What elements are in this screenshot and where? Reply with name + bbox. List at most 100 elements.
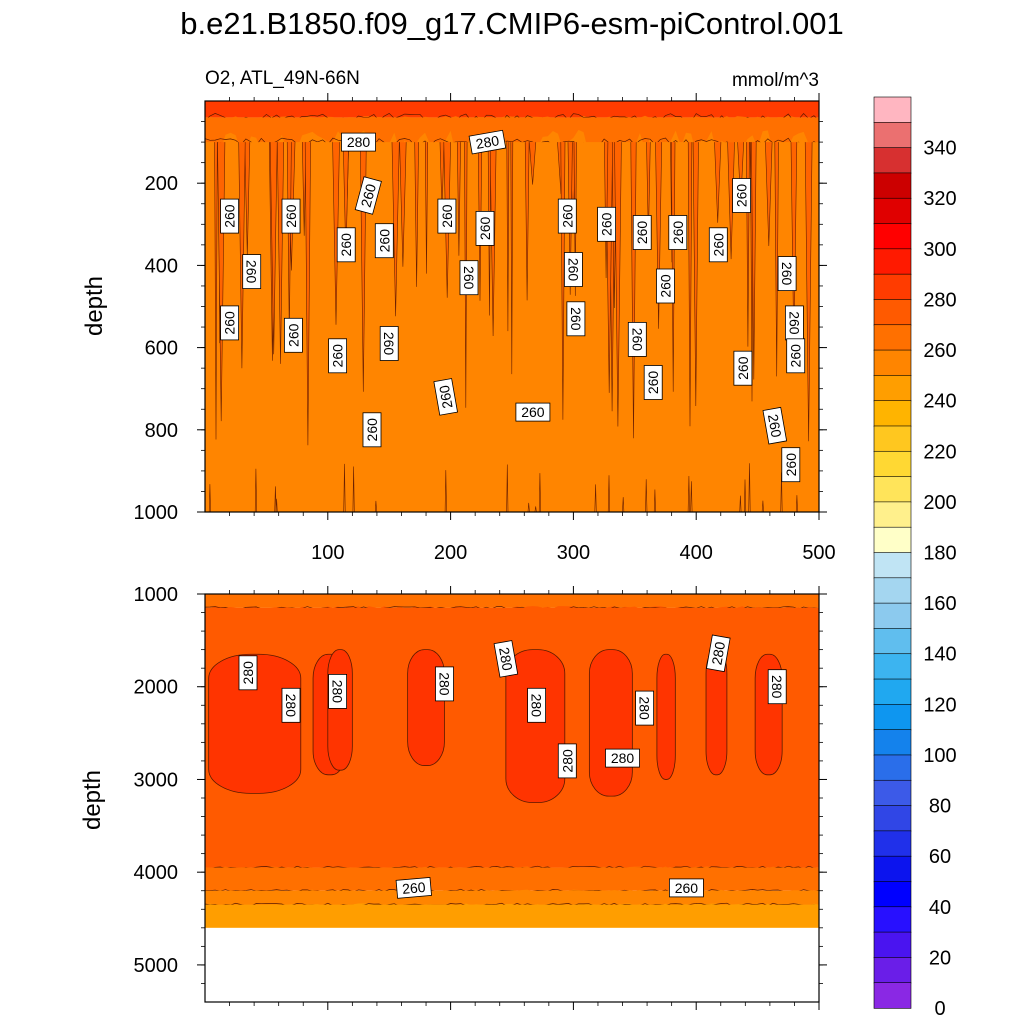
- colorbar-label: 140: [923, 644, 956, 666]
- x-tick-label: 500: [802, 542, 835, 564]
- contour-label-text: 280: [240, 661, 256, 685]
- y-tick-label: 5000: [134, 955, 179, 977]
- colorbar-swatch: [873, 349, 912, 377]
- contour-label: 260: [242, 254, 262, 290]
- contour-streak: [714, 142, 722, 223]
- field-band: [205, 594, 819, 608]
- colorbar-label: 60: [929, 846, 951, 868]
- contour-label: 260: [632, 215, 652, 250]
- contour-label-text: 260: [786, 311, 802, 335]
- contour-streak: [524, 142, 530, 301]
- contour-streak: [687, 142, 693, 427]
- colorbar-label: 20: [929, 947, 951, 969]
- x-tick-label: 400: [680, 542, 713, 564]
- contour-label-text: 280: [437, 672, 453, 696]
- contour-streak: [374, 500, 377, 512]
- colorbar-label: 200: [923, 492, 956, 514]
- contour-streak: [622, 497, 625, 512]
- colorbar-label: 280: [923, 289, 956, 311]
- lower-axis-ticks: 1000 2000 3000 4000 5000: [134, 584, 827, 1010]
- contour-streak: [538, 473, 541, 512]
- units-label: mmol/m^3: [732, 70, 819, 91]
- contour-label-text: 260: [439, 204, 455, 228]
- y-tick-label: 3000: [134, 769, 179, 791]
- contour-streak: [534, 506, 537, 512]
- contour-label-text: 260: [710, 233, 726, 257]
- contour-label: 260: [433, 378, 458, 416]
- colorbar-swatch: [873, 931, 912, 959]
- contour-label: 260: [643, 365, 663, 400]
- contour-streak: [751, 142, 757, 380]
- contour-label-text: 260: [675, 880, 699, 896]
- contour-streak: [739, 495, 742, 512]
- contour-label: 280: [635, 690, 654, 726]
- colorbar-swatch: [873, 805, 912, 832]
- colorbar-swatch: [873, 476, 912, 503]
- upper-field: [205, 101, 819, 512]
- contour-label: 260: [437, 198, 457, 234]
- contour-label-text: 260: [244, 260, 260, 284]
- contour-label: 260: [733, 350, 753, 386]
- contour-label: 260: [283, 317, 303, 353]
- contour-streak: [352, 466, 355, 512]
- contour-label: 260: [732, 178, 751, 213]
- contour-label-text: 280: [529, 694, 545, 718]
- contour-streak: [332, 142, 340, 325]
- colorbar-swatch: [873, 223, 912, 250]
- colorbar-swatch: [873, 172, 912, 199]
- x-tick-label: 200: [434, 542, 467, 564]
- colorbar-swatch: [873, 425, 912, 452]
- colorbar-swatch: [873, 324, 912, 351]
- contour-streak: [653, 489, 656, 512]
- contour-label-text: 260: [222, 204, 238, 228]
- lower-field: [205, 594, 819, 1002]
- contour-streak: [529, 142, 537, 185]
- contour-label: 260: [669, 878, 704, 898]
- contour-label: 260: [475, 210, 495, 246]
- contour-label: 280: [767, 669, 787, 705]
- contour-label: 280: [493, 640, 519, 678]
- contour-streak: [687, 475, 690, 512]
- y-tick-label: 200: [145, 173, 178, 195]
- high-oxygen-patch: [208, 653, 302, 794]
- colorbar-swatch: [873, 375, 912, 402]
- colorbar-label: 120: [923, 694, 956, 716]
- colorbar-label: 180: [923, 543, 956, 565]
- contour-streak: [795, 495, 798, 512]
- field-band: [205, 867, 819, 891]
- contour-streak: [269, 142, 278, 355]
- colorbar-label: 40: [929, 897, 951, 919]
- figure-title: b.e21.B1850.f09_g17.CMIP6-esm-piControl.…: [180, 6, 844, 41]
- contour-label-text: 260: [358, 182, 380, 209]
- contour-label: 260: [354, 176, 382, 215]
- upper-ylabel: depth: [81, 276, 108, 336]
- contour-label: 280: [238, 655, 258, 691]
- variable-label: O2, ATL_49N-66N: [205, 68, 360, 89]
- contour-label-text: 260: [330, 344, 346, 368]
- contour-label: 260: [281, 198, 301, 234]
- contour-label-text: 260: [599, 212, 615, 236]
- contour-label-text: 260: [783, 453, 799, 477]
- contour-streak: [414, 142, 419, 287]
- colorbar-swatch: [873, 779, 912, 807]
- contour-label: 260: [777, 256, 797, 292]
- colorbar-swatch: [873, 299, 912, 326]
- contour-streak: [765, 142, 773, 247]
- x-tick-label: 300: [557, 542, 590, 564]
- contour-streak: [208, 484, 211, 512]
- contour-label: 280: [527, 687, 546, 723]
- contour-label-text: 280: [559, 749, 575, 773]
- contour-label: 280: [328, 674, 348, 709]
- colorbar-label: 340: [923, 138, 956, 160]
- y-tick-label: 600: [145, 338, 178, 360]
- contour-label-text: 260: [285, 323, 301, 347]
- contour-streak: [692, 142, 699, 407]
- contour-label: 260: [656, 268, 675, 304]
- colorbar-swatch: [873, 982, 912, 1009]
- contour-label-text: 260: [364, 418, 380, 442]
- contour-label-text: 260: [629, 328, 645, 352]
- contour-streak: [214, 142, 218, 440]
- contour-streak: [744, 479, 747, 512]
- colorbar-swatch: [873, 501, 912, 528]
